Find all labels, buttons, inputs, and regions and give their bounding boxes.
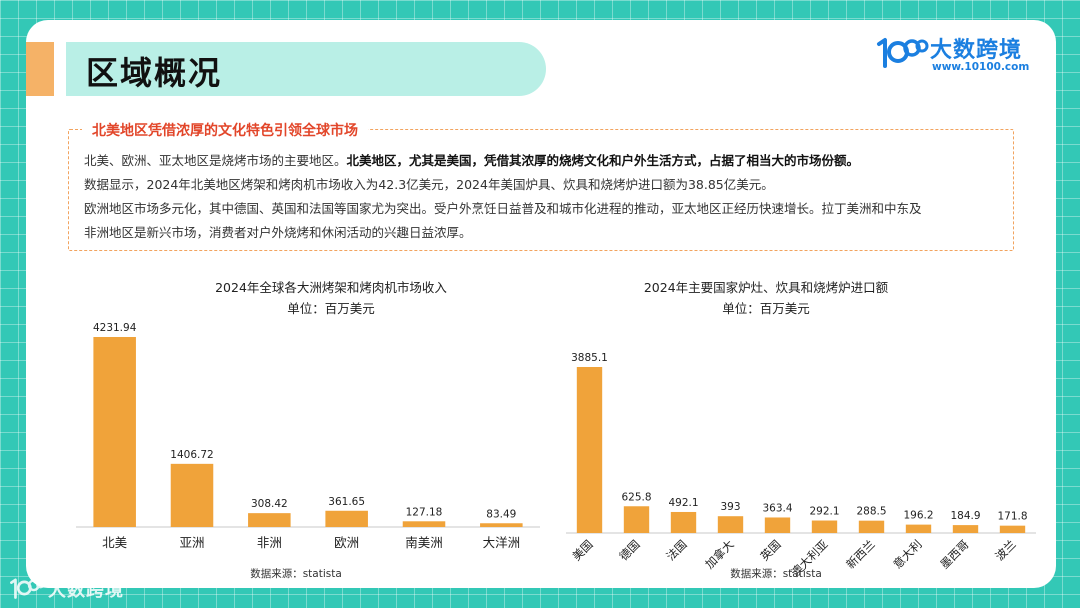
value-label: 83.49	[486, 508, 516, 520]
intro-line-3: 欧洲地区市场多元化，其中德国、英国和法国等国家尤为突出。受户外烹饪日益普及和城市…	[84, 201, 922, 216]
title-accent-bar	[26, 42, 54, 96]
value-label: 308.42	[251, 498, 288, 510]
intro-line-4: 非洲地区是新兴市场，消费者对户外烧烤和休闲活动的兴趣日益浓厚。	[84, 225, 472, 240]
bar-意大利	[905, 524, 932, 533]
tick-label: 亚洲	[179, 535, 204, 550]
tick-label: 欧洲	[334, 535, 359, 550]
chart1-subtitle: 单位：百万美元	[287, 301, 375, 316]
tick-label: 新西兰	[843, 537, 877, 571]
bar-北美	[93, 337, 136, 527]
bar-美国	[576, 367, 603, 533]
value-label: 3885.1	[571, 352, 608, 364]
bar-大洋洲	[480, 523, 523, 527]
intro-box	[68, 129, 1014, 251]
footer-logo-text: 大数跨境	[48, 580, 124, 601]
title-banner	[66, 42, 546, 96]
tick-label: 大洋洲	[483, 535, 521, 550]
intro-line-1-bold: 北美地区，尤其是美国，凭借其浓厚的烧烤文化和户外生活方式，占据了相当大的市场份额…	[346, 153, 860, 168]
chart2-subtitle: 单位：百万美元	[722, 301, 810, 316]
value-label: 184.9	[950, 510, 980, 522]
value-label: 1406.72	[170, 449, 213, 461]
chart1-source: 数据来源：statista	[250, 568, 342, 580]
bar-亚洲	[170, 463, 214, 527]
tick-label: 英国	[757, 537, 783, 563]
value-label: 492.1	[668, 497, 698, 509]
footer-logo-icon	[10, 578, 45, 599]
content-card: 区域概况 大数跨境 www.10100.com 北美地区凭借浓厚的文化特色引领全…	[26, 20, 1056, 588]
chart1-plot: 4231.94 北美 1406.72 亚洲 308.42 非洲 361.65 欧洲 127.18…	[76, 322, 540, 550]
bar-墨西哥	[952, 525, 979, 533]
tick-label: 美国	[569, 537, 595, 563]
bar-德国	[623, 506, 650, 533]
tick-label: 波兰	[992, 537, 1018, 563]
value-label: 625.8	[621, 491, 651, 503]
value-label: 393	[720, 501, 740, 513]
tick-label: 墨西哥	[937, 537, 971, 571]
intro-heading: 北美地区凭借浓厚的文化特色引领全球市场	[82, 120, 368, 140]
value-label: 292.1	[809, 506, 839, 518]
page-title: 区域概况	[86, 54, 223, 92]
bar-南美洲	[402, 521, 446, 527]
tick-label: 南美洲	[405, 535, 443, 550]
bar-法国	[670, 511, 697, 533]
tick-label: 非洲	[257, 535, 282, 550]
bar-欧洲	[325, 510, 368, 527]
brand-logo-icon	[877, 38, 929, 68]
tick-label: 意大利	[890, 537, 924, 571]
brand-name: 大数跨境	[930, 38, 1023, 63]
chart2-title: 2024年主要国家炉灶、炊具和烧烤炉进口额	[643, 280, 889, 295]
brand-url: www.10100.com	[932, 61, 1030, 73]
bar-加拿大	[717, 516, 744, 533]
value-label: 4231.94	[93, 322, 137, 334]
intro-line-2: 数据显示，2024年北美地区烤架和烤肉机市场收入为42.3亿美元，2024年美国…	[84, 177, 774, 192]
intro-line-1-text: 北美、欧洲、亚太地区是烧烤市场的主要地区。	[84, 153, 347, 168]
tick-label: 北美	[102, 535, 127, 550]
value-label: 127.18	[406, 506, 443, 518]
brand-logo: 大数跨境 www.10100.com	[874, 32, 1034, 76]
value-label: 196.2	[903, 510, 933, 522]
value-label: 361.65	[328, 496, 365, 508]
intro-line-1: 北美、欧洲、亚太地区是烧烤市场的主要地区。北美地区，尤其是美国，凭借其浓厚的烧烤…	[84, 150, 859, 169]
bar-英国	[764, 517, 791, 533]
bar-澳大利亚	[811, 520, 838, 533]
chart2-source: 数据来源：statista	[730, 568, 822, 580]
chart1-title: 2024年全球各大洲烤架和烤肉机市场收入	[215, 280, 447, 295]
chart2-plot: 3885.1美国625.8德国492.1法国393加拿大363.4英国292.1…	[566, 352, 1036, 580]
footer-logo: 大数跨境	[8, 574, 148, 604]
tick-label: 法国	[663, 537, 689, 563]
bar-新西兰	[858, 520, 885, 533]
tick-label: 德国	[616, 537, 642, 563]
bar-波兰	[999, 525, 1026, 533]
bar-非洲	[248, 513, 291, 527]
value-label: 171.8	[997, 511, 1027, 523]
value-label: 288.5	[856, 506, 886, 518]
value-label: 363.4	[762, 502, 792, 514]
